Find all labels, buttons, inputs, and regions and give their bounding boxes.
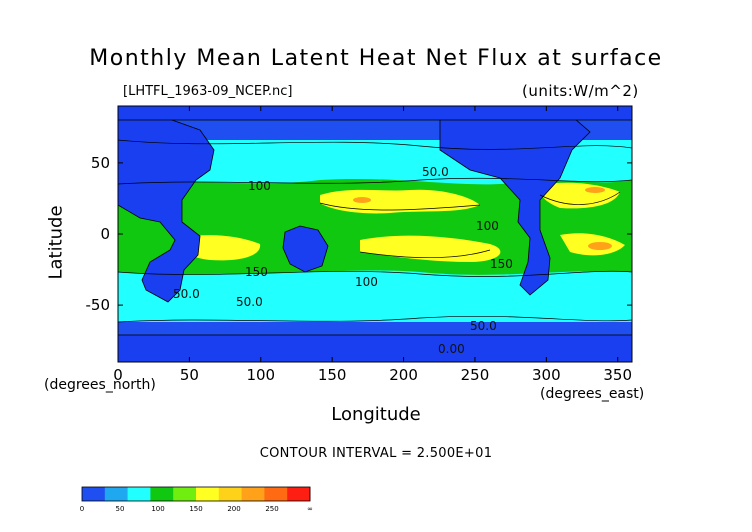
land-americas-east <box>439 106 591 296</box>
contour-label: 150 <box>490 257 513 271</box>
colorbar-tick-label: 100 <box>151 505 164 513</box>
x-axis: 0 50 100 150 200 250 300 350 <box>113 106 632 384</box>
contour-lines <box>118 139 632 323</box>
colorbar-swatch <box>127 487 151 501</box>
contour-line <box>359 249 491 259</box>
land-americas-west <box>118 106 215 303</box>
x-axis-label: Longitude <box>331 404 421 425</box>
hotspot-south-atlantic <box>588 242 612 250</box>
patch-indian-yellow <box>179 235 261 261</box>
colorbar-tick-label: 50 <box>116 505 125 513</box>
contour-line <box>118 139 632 150</box>
contour-label: 100 <box>355 275 378 289</box>
y-axis: -50 0 50 <box>86 154 632 314</box>
y-tick-label: 0 <box>100 225 110 243</box>
colorbar-swatch <box>196 487 220 501</box>
patch-north-pacific-yellow <box>320 189 480 214</box>
contour-labels: 0.00 50.0 100 150 50.0 100 150 50.0 100 … <box>173 165 513 356</box>
contour-line <box>539 191 621 205</box>
contour-label: 50.0 <box>422 165 449 179</box>
colorbar-tick-label: ∞ <box>307 505 313 513</box>
colorbar-swatch <box>150 487 174 501</box>
x-units-note: (degrees_north) <box>44 377 156 393</box>
colorbar-swatch <box>104 487 129 501</box>
colorbar: 0 50 100 150 200 250 ∞ <box>80 486 313 513</box>
contour-label: 50.0 <box>470 319 497 333</box>
x-tick-label: 200 <box>389 366 418 384</box>
hotspot-north-pacific <box>353 197 371 203</box>
colorbar-swatch <box>287 487 311 501</box>
colorbar-frame <box>81 486 311 502</box>
contour-label: 150 <box>245 265 268 279</box>
contour-label: 50.0 <box>173 287 200 301</box>
contour-line <box>319 202 481 211</box>
colorbar-tick-label: 0 <box>80 505 84 513</box>
y-tick-label: -50 <box>86 296 111 314</box>
x-tick-label: 0 <box>113 366 123 384</box>
hotspot-north-atlantic <box>585 187 605 193</box>
land-arctic <box>118 106 632 121</box>
colorbar-swatch <box>241 487 265 501</box>
x-tick-label: 150 <box>318 366 347 384</box>
chart-subtitle: [LHTFL_1963-09_NCEP.nc] <box>123 84 293 99</box>
heatmap-field: 0.00 50.0 100 150 50.0 100 150 50.0 100 … <box>118 106 632 362</box>
y-units-note: (degrees_east) <box>540 386 645 402</box>
colorbar-swatch <box>218 487 243 501</box>
x-tick-label: 300 <box>532 366 561 384</box>
colorbar-swatch <box>82 487 106 501</box>
x-tick-label: 250 <box>461 366 490 384</box>
colorbar-swatch <box>173 487 197 501</box>
colorbar-tick-label: 150 <box>189 505 202 513</box>
contour-line <box>118 177 632 185</box>
land-australia <box>282 225 329 273</box>
x-tick-label: 350 <box>603 366 632 384</box>
colorbar-swatch <box>264 487 288 501</box>
contour-label: 100 <box>248 179 271 193</box>
colorbar-tick-label: 250 <box>265 505 278 513</box>
chart-title: Monthly Mean Latent Heat Net Flux at sur… <box>89 46 663 71</box>
contour-line <box>118 315 632 323</box>
y-tick-label: 50 <box>91 154 110 172</box>
contour-label: 50.0 <box>236 295 263 309</box>
continents <box>118 106 632 362</box>
contour-interval: CONTOUR INTERVAL = 2.500E+01 <box>259 446 493 461</box>
contour-label: 100 <box>476 219 499 233</box>
land-antarctica <box>118 334 632 362</box>
x-tick-label: 100 <box>246 366 275 384</box>
colorbar-tick-label: 200 <box>227 505 240 513</box>
y-axis-label: Latitude <box>45 205 67 280</box>
units-label: (units:W/m^2) <box>522 82 639 100</box>
contour-label: 0.00 <box>438 342 465 356</box>
contour-line <box>118 270 632 277</box>
x-tick-label: 50 <box>180 366 199 384</box>
